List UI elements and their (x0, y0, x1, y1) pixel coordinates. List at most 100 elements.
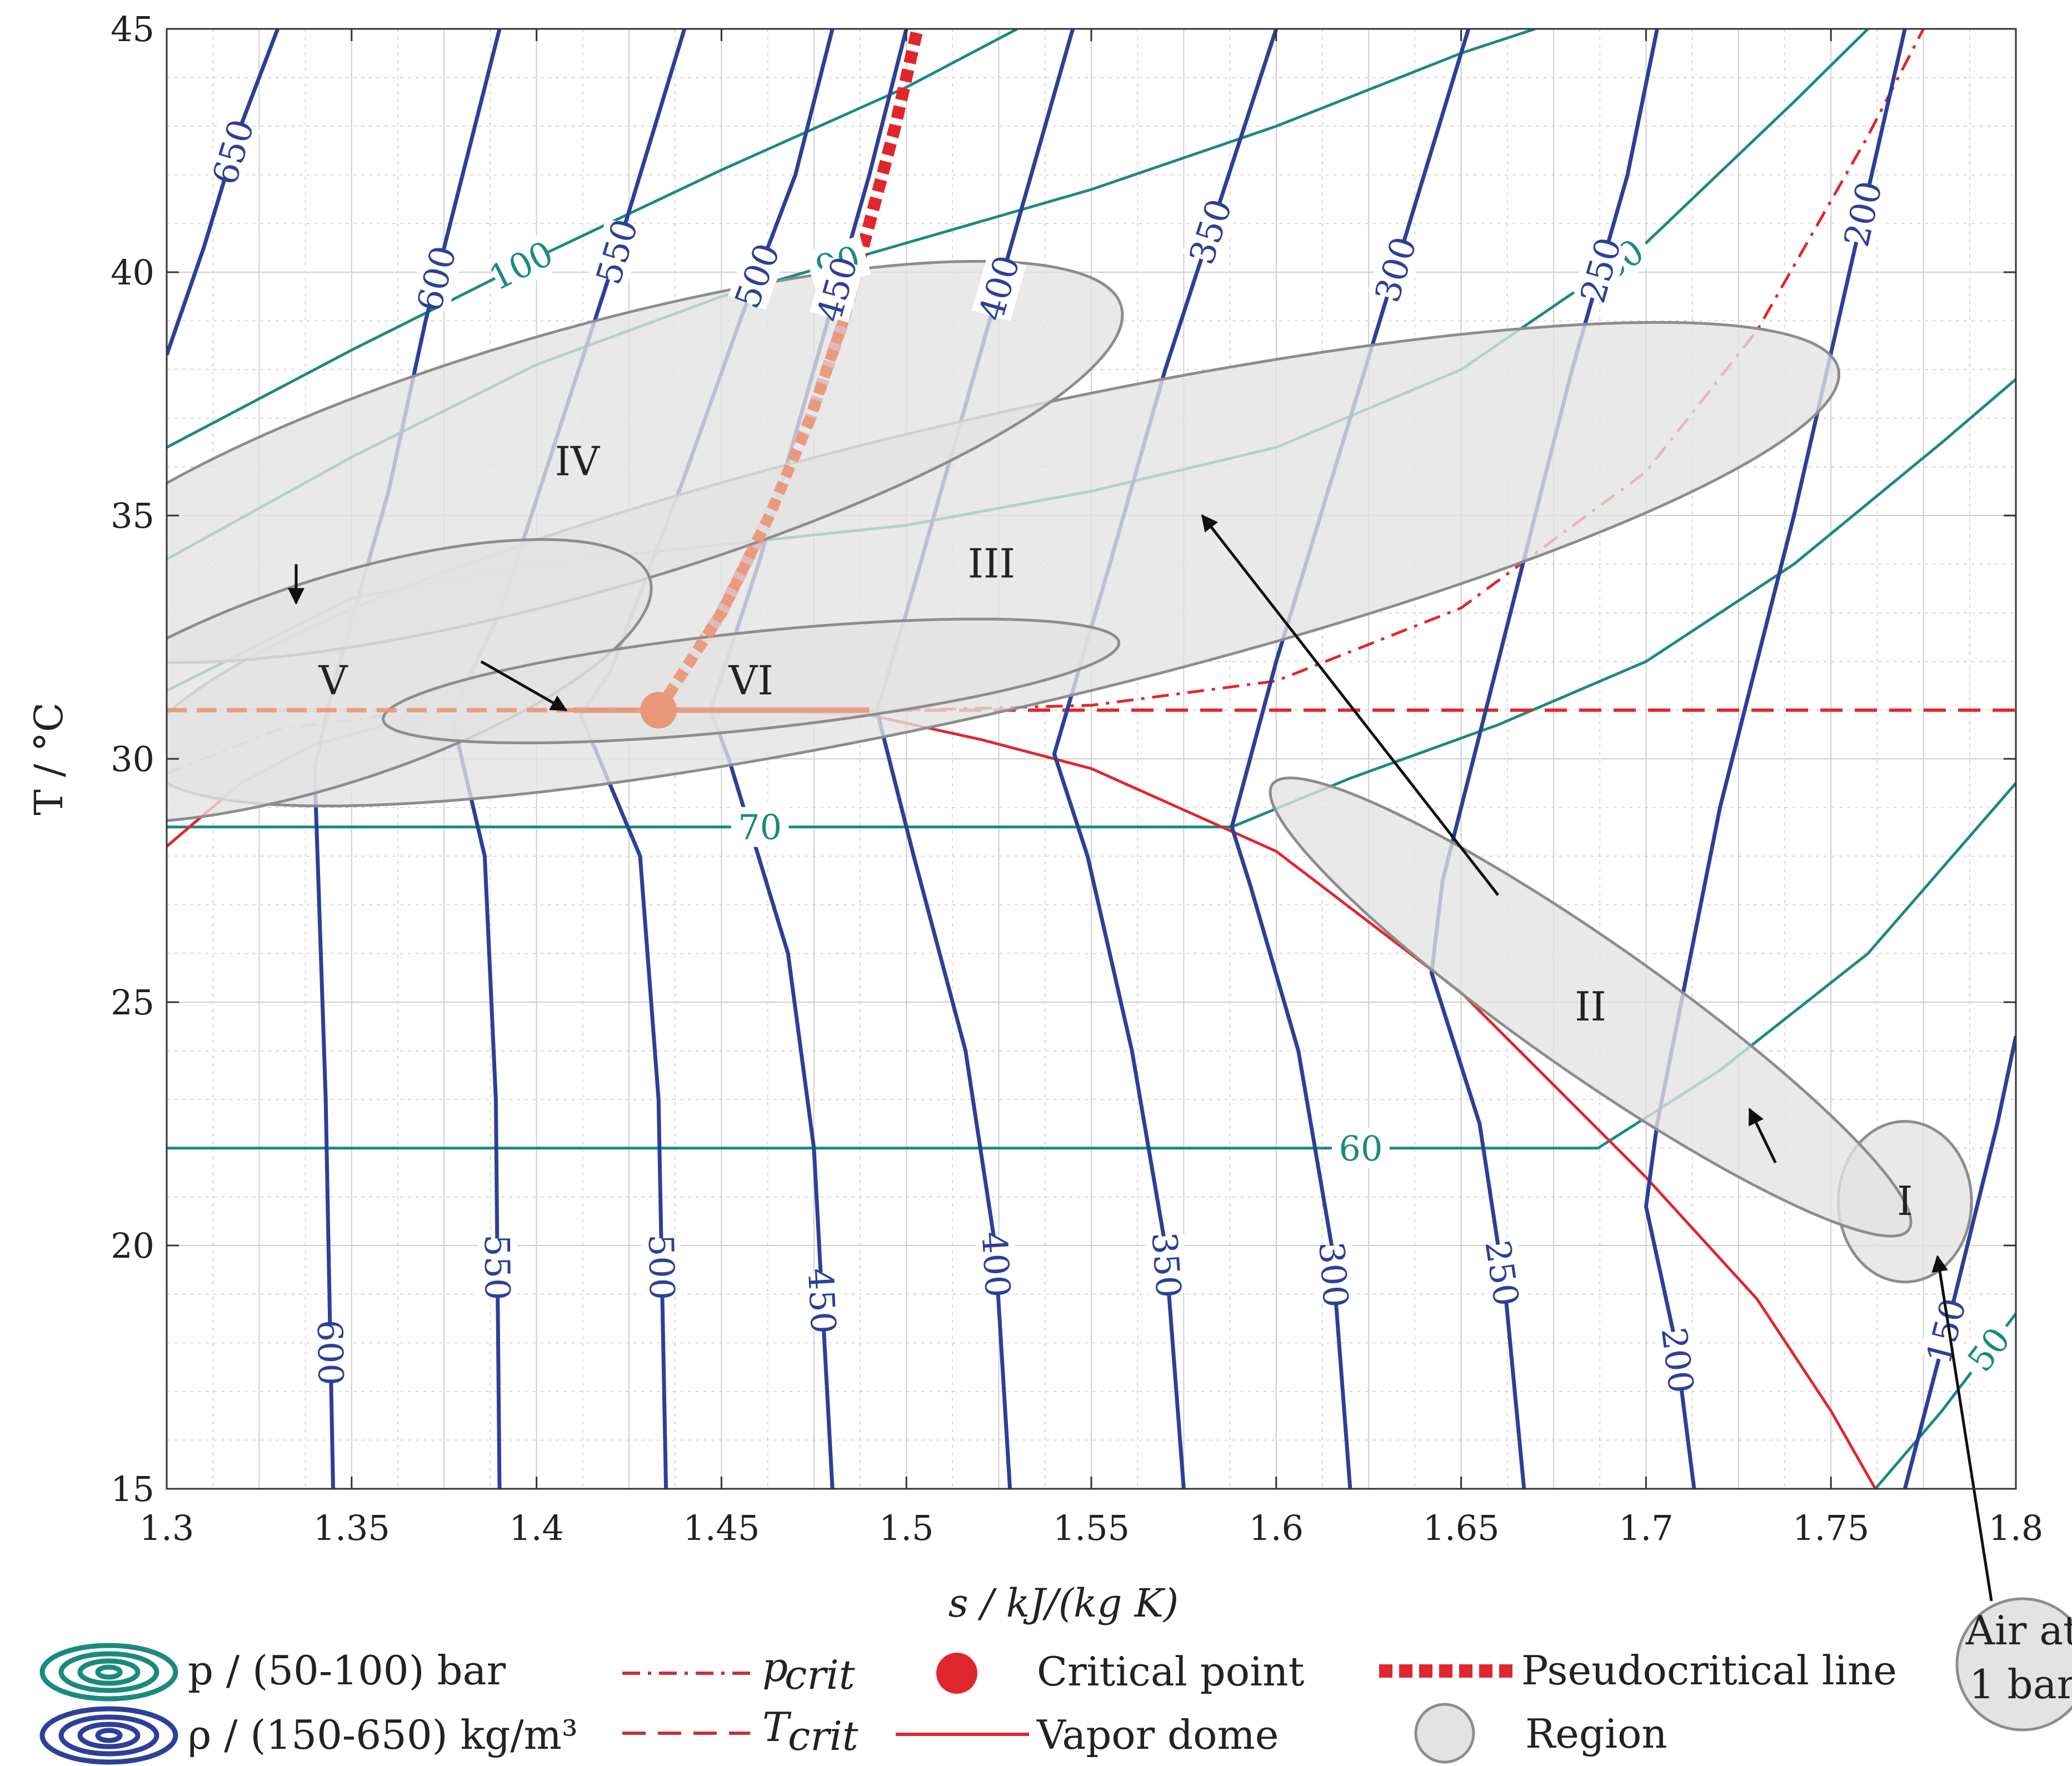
isochore-label-lower-400: 400 (973, 1230, 1018, 1299)
isobar-label-50-backdrop (1955, 1314, 2016, 1385)
region-label-II: II (1575, 983, 1606, 1030)
y-tick-label: 45 (111, 9, 154, 49)
legend-item-critical-point: Critical point (936, 1648, 1304, 1695)
isochore-label-upper-650: 650 (204, 114, 262, 189)
contour-ring-1 (39, 1643, 178, 1702)
region-label-IV: IV (555, 438, 601, 485)
isobar-label-70-group: 70 (731, 807, 789, 848)
x-tick-label: 1.5 (879, 1508, 934, 1548)
isochore-label-lower-250-backdrop (1478, 1242, 1527, 1305)
isochore-label-upper-550: 550 (588, 214, 646, 289)
x-tick-label: 1.6 (1249, 1508, 1304, 1548)
isochore-label-upper-400-backdrop (971, 254, 1026, 322)
isobar-label-60: 60 (1339, 1128, 1383, 1169)
x-tick-label: 1.8 (1989, 1508, 2044, 1548)
x-tick-label: 1.3 (139, 1508, 194, 1548)
x-tick-label: 1.7 (1619, 1508, 1674, 1548)
isochore-label-lower-400-group: 400 (973, 1230, 1018, 1299)
isochore-label-upper-200-backdrop (1836, 181, 1889, 247)
critical-point-marker (640, 692, 677, 729)
isochore-label-upper-550-group: 550 (588, 214, 646, 289)
legend-pseudocritical-label: Pseudocritical line (1521, 1647, 1897, 1694)
isochore-line-200 (1644, 29, 1907, 1489)
isochore-label-lower-350-group: 350 (1144, 1230, 1189, 1299)
overlay-pseudocritical (653, 319, 849, 713)
isobar-label-100: 100 (482, 233, 560, 298)
isochore-label-upper-350-backdrop (1182, 198, 1239, 266)
contour-ring-1 (39, 1706, 178, 1765)
isochore-label-upper-350: 350 (1181, 194, 1240, 269)
red-dot-icon (936, 1653, 977, 1694)
plot-area (167, 29, 2016, 1489)
x-axis-label: s / kJ/(kg K) (948, 1580, 1179, 1626)
y-tick-label: 15 (111, 1469, 154, 1509)
isochore-label-lower-450-backdrop (800, 1270, 844, 1331)
isochore-line-150 (1903, 1035, 2016, 1489)
legend-item-isobar: p / (50-100) bar (39, 1643, 506, 1702)
gray-circle-icon (1414, 1703, 1475, 1764)
isochore-line-650 (167, 29, 279, 356)
legend: p / (50-100) bar ρ / (150-650) kg/m³ p c… (39, 1643, 1897, 1765)
region-label-III: III (968, 541, 1015, 587)
contour-ring-4 (95, 1728, 123, 1743)
isochore-label-lower-550-backdrop (477, 1238, 518, 1297)
isochore-label-lower-200-group: 200 (1653, 1325, 1701, 1395)
region-arrow-4 (480, 660, 568, 712)
isobar-label-50: 50 (1960, 1320, 2019, 1379)
isochore-label-lower-250-group: 250 (1477, 1238, 1527, 1309)
legend-item-p-crit: p crit (622, 1644, 856, 1698)
isochore-label-upper-300: 300 (1367, 232, 1425, 307)
isochore-label-lower-400-backdrop (974, 1234, 1018, 1295)
isochore-label-lower-200: 200 (1653, 1325, 1701, 1395)
isochore-label-upper-250-backdrop (1573, 237, 1628, 304)
legend-isobar-label: p / (50-100) bar (188, 1647, 506, 1694)
air-label-line2: 1 bar (1969, 1661, 2072, 1708)
region-label-V: V (318, 657, 349, 704)
region-V (167, 538, 653, 824)
isochore-label-lower-550: 550 (477, 1234, 518, 1300)
y-tick-label: 35 (111, 496, 154, 536)
isochore-label-lower-450: 450 (800, 1267, 844, 1335)
isobar-label-100-backdrop (486, 234, 556, 297)
y-axis-label: T / °C (26, 702, 72, 815)
isobar-line-60 (167, 782, 2016, 1150)
isochore-label-upper-300-backdrop (1367, 236, 1423, 303)
isochore-label-upper-350-group: 350 (1181, 194, 1240, 269)
isochore-label-lower-600: 600 (309, 1319, 351, 1386)
isochore-label-upper-300-group: 300 (1367, 232, 1425, 307)
contour-ring-3 (77, 1722, 141, 1749)
x-tick-label: 1.35 (313, 1508, 390, 1548)
blue-contour-icon (39, 1706, 178, 1765)
isochore-label-upper-650-group: 650 (204, 114, 262, 189)
isochore-label-upper-500-backdrop (728, 242, 786, 310)
isochore-label-lower-600-group: 600 (309, 1319, 351, 1386)
region-arrow-1 (1748, 1108, 1777, 1164)
y-tick-label: 20 (111, 1225, 154, 1266)
legend-region-label: Region (1525, 1710, 1667, 1757)
contour-ring-2 (58, 1714, 159, 1757)
isochore-label-lower-150-backdrop (1919, 1298, 1973, 1364)
isochore-label-upper-650-backdrop (205, 118, 261, 186)
contour-ring-2 (58, 1651, 159, 1693)
legend-t-crit-label: T (762, 1704, 792, 1750)
isochore-label-upper-550-backdrop (589, 218, 645, 286)
isochore-label-lower-300-backdrop (1311, 1244, 1356, 1305)
contour-ring-4 (95, 1664, 123, 1680)
isochore-label-lower-250: 250 (1477, 1238, 1527, 1309)
isochore-label-lower-200-backdrop (1654, 1329, 1701, 1392)
x-tick-label: 1.65 (1423, 1508, 1500, 1548)
x-tick-label: 1.45 (683, 1508, 760, 1548)
axis-ticks: 1.3 1.35 1.4 1.45 1.5 1.55 1.6 1.65 1.7 1.75 1.8 15… (111, 9, 2043, 1548)
air-marker: Air at 1 bar (1955, 1597, 2072, 1732)
regions (167, 259, 1973, 1284)
air-label-line1: Air at (1965, 1607, 2072, 1654)
isochore-label-lower-450-group: 450 (800, 1267, 844, 1335)
legend-p-crit-sub: crit (785, 1652, 856, 1698)
region-label-I: I (1897, 1178, 1913, 1224)
y-tick-label: 25 (111, 982, 154, 1023)
legend-vapor-dome-label: Vapor dome (1036, 1712, 1279, 1758)
contour-ring-3 (77, 1658, 141, 1686)
legend-critical-point-label: Critical point (1037, 1648, 1304, 1695)
